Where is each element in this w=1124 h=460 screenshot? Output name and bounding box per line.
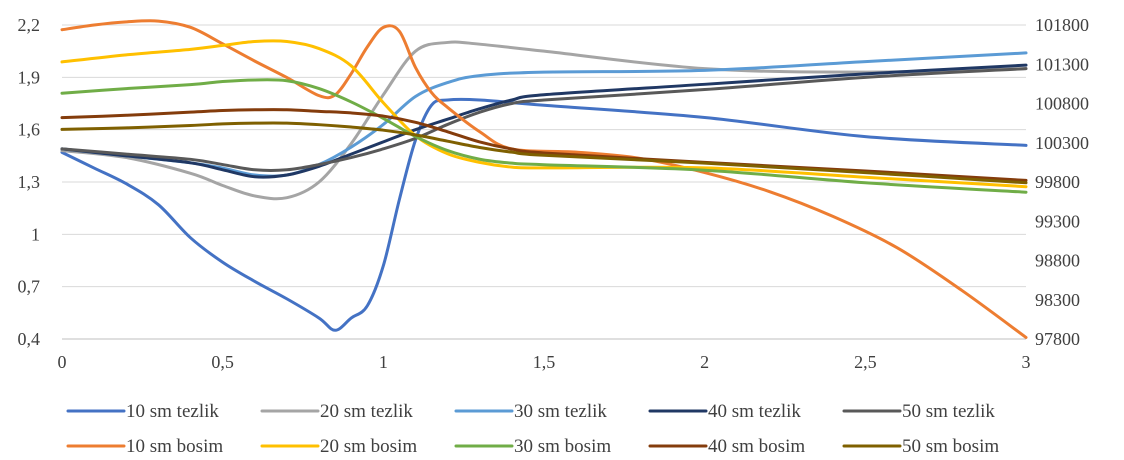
y-tick-label-right: 98300 [1035, 290, 1080, 310]
y-tick-label-left: 1,3 [18, 172, 41, 192]
series-lines [60, 19, 1028, 339]
legend: 10 sm tezlik 20 sm tezlik 30 sm tezlik 40 s… [66, 401, 999, 457]
legend-label-10-sm-tezlik: 10 sm tezlik [126, 401, 219, 422]
series-line-50-sm-bosim [60, 121, 1028, 185]
y-tick-label-right: 101300 [1035, 54, 1089, 74]
y-tick-label-right: 100300 [1035, 133, 1089, 153]
series-line-10-sm-bosim [60, 19, 1028, 339]
y-tick-label-right: 99300 [1035, 211, 1080, 231]
x-tick-label: 0,5 [211, 352, 234, 372]
legend-label-40-sm-tezlik: 40 sm tezlik [708, 401, 801, 422]
x-tick-label: 2,5 [854, 352, 877, 372]
legend-label-50-sm-bosim: 50 sm bosim [902, 436, 999, 457]
legend-label-20-sm-tezlik: 20 sm tezlik [320, 401, 413, 422]
x-tick-label: 1,5 [533, 352, 556, 372]
y-tick-label-left: 1 [31, 224, 40, 244]
series-line-10-sm-tezlik [60, 97, 1028, 332]
series-line-20-sm-bosim [60, 39, 1028, 189]
legend-label-30-sm-tezlik: 30 sm tezlik [514, 401, 607, 422]
x-tick-label: 0 [58, 352, 67, 372]
legend-label-40-sm-bosim: 40 sm bosim [708, 436, 805, 457]
y-tick-label-left: 0,4 [18, 329, 41, 349]
x-tick-label: 3 [1022, 352, 1031, 372]
series-line-20-sm-tezlik [60, 40, 1028, 201]
legend-label-20-sm-bosim: 20 sm bosim [320, 436, 417, 457]
y-tick-label-left: 2,2 [18, 15, 41, 35]
y-tick-label-right: 99800 [1035, 172, 1080, 192]
legend-label-10-sm-bosim: 10 sm bosim [126, 436, 223, 457]
y-tick-label-right: 101800 [1035, 15, 1089, 35]
y-tick-label-right: 100800 [1035, 94, 1089, 114]
gridlines [62, 24, 1026, 340]
y-tick-label-left: 0,7 [18, 277, 41, 297]
series-line-40-sm-bosim [60, 108, 1028, 182]
axes: 0,4 0,7 1 1,3 1,6 1,9 2,2 97800 98300 98800 99300 9… [18, 15, 1090, 372]
legend-label-30-sm-bosim: 30 sm bosim [514, 436, 611, 457]
legend-label-50-sm-tezlik: 50 sm tezlik [902, 401, 995, 422]
series-line-50-sm-tezlik [60, 67, 1028, 172]
x-tick-label: 1 [379, 352, 388, 372]
y-tick-label-left: 1,9 [18, 67, 41, 87]
x-tick-label: 2 [700, 352, 709, 372]
y-tick-label-left: 1,6 [18, 120, 41, 140]
y-tick-label-right: 97800 [1035, 329, 1080, 349]
y-tick-label-right: 98800 [1035, 251, 1080, 271]
series-line-30-sm-bosim [60, 78, 1028, 194]
